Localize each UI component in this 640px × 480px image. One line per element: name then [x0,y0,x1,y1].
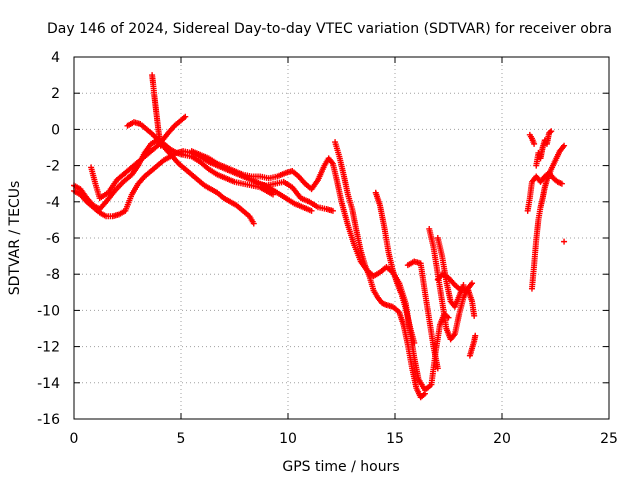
data-point-track-17 [548,128,555,135]
data-point-track-9 [411,339,418,346]
data-point-track-8 [421,390,428,397]
data-point-track-15 [558,180,565,187]
y-tick-label: 4 [51,50,60,66]
data-point-track-14 [472,332,479,339]
data-point-track-3 [182,113,189,120]
chart-title: Day 146 of 2024, Sidereal Day-to-day VTE… [47,21,612,37]
y-tick-label: -10 [37,303,60,319]
data-point-track-17 [547,129,554,136]
x-tick-label: 25 [600,431,618,447]
y-axis-label: SDTVAR / TECUs [7,181,23,296]
y-tick-label: 0 [51,122,60,138]
data-point-track-2 [308,207,315,214]
y-tick-label: 2 [51,86,60,102]
data-point-track-7 [329,207,336,214]
y-tick-label: -12 [37,340,60,356]
x-axis: 0 5 10 15 20 25 [70,57,618,447]
data-point-track-13 [471,312,478,319]
y-tick-label: -14 [37,376,60,392]
y-tick-label: -16 [37,412,60,428]
data-point-track-5 [157,142,164,149]
x-tick-label: 10 [279,431,297,447]
y-tick-label: -4 [46,195,60,211]
x-axis-label: GPS time / hours [282,459,399,475]
y-tick-label: -6 [46,231,60,247]
data-point-track-4 [250,220,257,227]
y-axis: 4 2 0 -2 -4 -6 -8 -10 -12 -14 -16 [37,50,609,428]
data-point-track-18 [531,140,538,147]
x-tick-label: 15 [386,431,404,447]
data-markers [71,72,568,401]
x-tick-label: 0 [70,431,79,447]
data-point-track-11 [469,280,476,287]
y-tick-label: -2 [46,159,60,175]
y-tick-label: -8 [46,267,60,283]
x-tick-label: 5 [177,431,186,447]
x-tick-label: 20 [493,431,511,447]
data-point-track-10 [434,365,441,372]
data-point-track-16 [561,142,568,149]
data-point-track-19 [561,238,568,245]
